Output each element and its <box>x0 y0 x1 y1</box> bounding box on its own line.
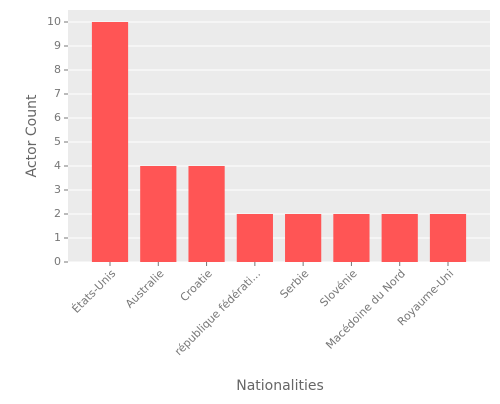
y-tick-label: 8 <box>54 63 61 76</box>
y-tick-label: 0 <box>54 255 61 268</box>
bar <box>429 214 467 262</box>
bar <box>285 214 322 262</box>
y-tick-label: 1 <box>54 231 61 244</box>
y-tick-label: 5 <box>54 135 61 148</box>
y-tick-label: 3 <box>54 183 61 196</box>
plot-background <box>68 10 490 262</box>
y-tick-label: 10 <box>47 15 61 28</box>
y-tick-label: 2 <box>54 207 61 220</box>
x-axis-title: Nationalities <box>236 378 324 394</box>
y-tick-label: 6 <box>54 111 61 124</box>
y-axis-title: Actor Count <box>24 94 40 177</box>
x-tick-label: Croatie <box>178 267 215 304</box>
bar <box>91 22 129 262</box>
y-tick-label: 9 <box>54 39 61 52</box>
bar <box>333 214 370 262</box>
x-tick-label: république fédérati... <box>172 267 263 358</box>
bar <box>381 214 418 262</box>
bar <box>188 166 225 262</box>
y-tick-label: 7 <box>54 87 61 100</box>
bar <box>236 214 273 262</box>
x-tick-label: Australie <box>123 267 167 311</box>
x-tick-label: États-Unis <box>70 267 119 316</box>
x-tick-label: Slovénie <box>317 267 359 309</box>
y-tick-label: 4 <box>54 159 61 172</box>
x-tick-label: Serbie <box>277 267 311 301</box>
x-tick-label: Macédoine du Nord <box>323 267 408 352</box>
bar <box>140 166 177 262</box>
